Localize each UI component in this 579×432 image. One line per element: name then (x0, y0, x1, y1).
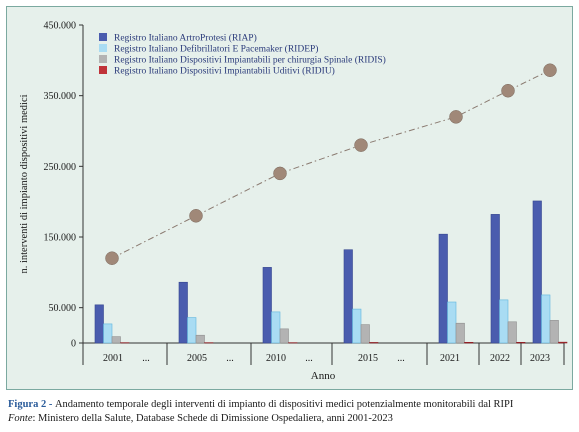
bar-2001-series-3 (111, 336, 121, 344)
legend-label-2: Registro Italiano Defibrillatori E Pacem… (114, 44, 318, 55)
bar-2001-series-1 (94, 304, 104, 344)
bar-2015-series-2 (352, 308, 362, 344)
bar-2001-series-2 (103, 323, 113, 344)
x-tick-label-2001: 2001 (103, 353, 123, 364)
source-text: Ministero della Salute, Database Schede … (38, 413, 393, 424)
bar-2022-series-4 (516, 341, 526, 344)
total-marker-2023 (543, 63, 557, 77)
bar-2015-series-4 (369, 342, 379, 344)
x-tick-label-2021: 2021 (440, 353, 460, 364)
figure-frame: 0 50.000 150.000 250.000 350.000 450.000 n. in… (6, 6, 573, 390)
y-tick-label: 50.000 (49, 303, 77, 314)
total-marker-2021 (449, 110, 463, 124)
x-tick-label-2015: 2015 (358, 353, 378, 364)
total-marker-2015 (354, 138, 368, 152)
bar-2005-series-3 (195, 334, 205, 344)
figure-caption: Figura 2 - Andamento temporale degli int… (8, 398, 574, 426)
legend-label-1: Registro Italiano ArtroProtesi (RIAP) (114, 33, 257, 44)
legend-label-3: Registro Italiano Dispositivi Impiantabi… (114, 55, 386, 66)
legend-swatch-4 (99, 66, 107, 74)
bar-2022-series-1 (490, 214, 500, 344)
bar-2010-series-2 (271, 311, 281, 344)
x-ellipsis: ... (305, 353, 313, 364)
bar-2021-series-3 (455, 322, 465, 344)
figure-label: Figura 2 (8, 399, 47, 410)
x-ellipsis: ... (397, 353, 405, 364)
total-marker-2001 (105, 251, 119, 265)
source-label: Fonte (8, 413, 33, 424)
bar-2010-series-1 (262, 267, 272, 344)
caption-title-line: Figura 2 - Andamento temporale degli int… (8, 399, 514, 410)
bar-2021-series-1 (438, 233, 448, 344)
bar-2021-series-4 (464, 341, 474, 344)
bar-2023-series-4 (558, 341, 568, 344)
bar-2015-series-3 (360, 324, 370, 344)
bar-2023-series-2 (541, 294, 551, 344)
figure-text: Andamento temporale degli interventi di … (54, 399, 514, 410)
total-marker-2022 (501, 83, 515, 98)
x-axis-label: Anno (311, 370, 336, 382)
y-tick-label: 250.000 (44, 162, 77, 173)
y-tick-label: 350.000 (44, 91, 77, 102)
total-marker-2010 (273, 166, 287, 181)
bar-2005-series-1 (178, 281, 188, 344)
y-axis-label: n. interventi di impianto dispositivi me… (19, 94, 30, 273)
y-tick-label: 450.000 (44, 21, 77, 32)
bar-2005-series-2 (187, 317, 197, 344)
x-tick-label-2010: 2010 (266, 353, 286, 364)
y-tick-label: 0 (71, 339, 76, 350)
legend-swatch-2 (99, 44, 107, 52)
caption-source-line: Fonte: Ministero della Salute, Database … (8, 413, 393, 424)
legend-swatch-1 (99, 33, 107, 41)
x-ellipsis: ... (226, 353, 234, 364)
total-marker-2005 (189, 209, 203, 223)
x-tick-label-2005: 2005 (187, 353, 207, 364)
bar-2015-series-1 (343, 249, 353, 344)
x-tick-label-2023: 2023 (530, 353, 550, 364)
x-tick-label-2022: 2022 (490, 353, 510, 364)
legend-label-4: Registro Italiano Dispositivi Impiantabi… (114, 66, 335, 77)
chart: 0 50.000 150.000 250.000 350.000 450.000 n. in… (19, 21, 568, 382)
legend-swatch-3 (99, 55, 107, 63)
y-tick-label: 150.000 (44, 233, 77, 244)
bar-2023-series-3 (549, 320, 559, 344)
bar-2010-series-3 (279, 328, 289, 344)
bar-2022-series-3 (507, 321, 517, 344)
bar-2021-series-2 (447, 301, 457, 344)
x-ellipsis: ... (142, 353, 150, 364)
bar-2022-series-2 (499, 299, 509, 344)
bar-2023-series-1 (532, 200, 542, 344)
total-line (111, 69, 551, 259)
